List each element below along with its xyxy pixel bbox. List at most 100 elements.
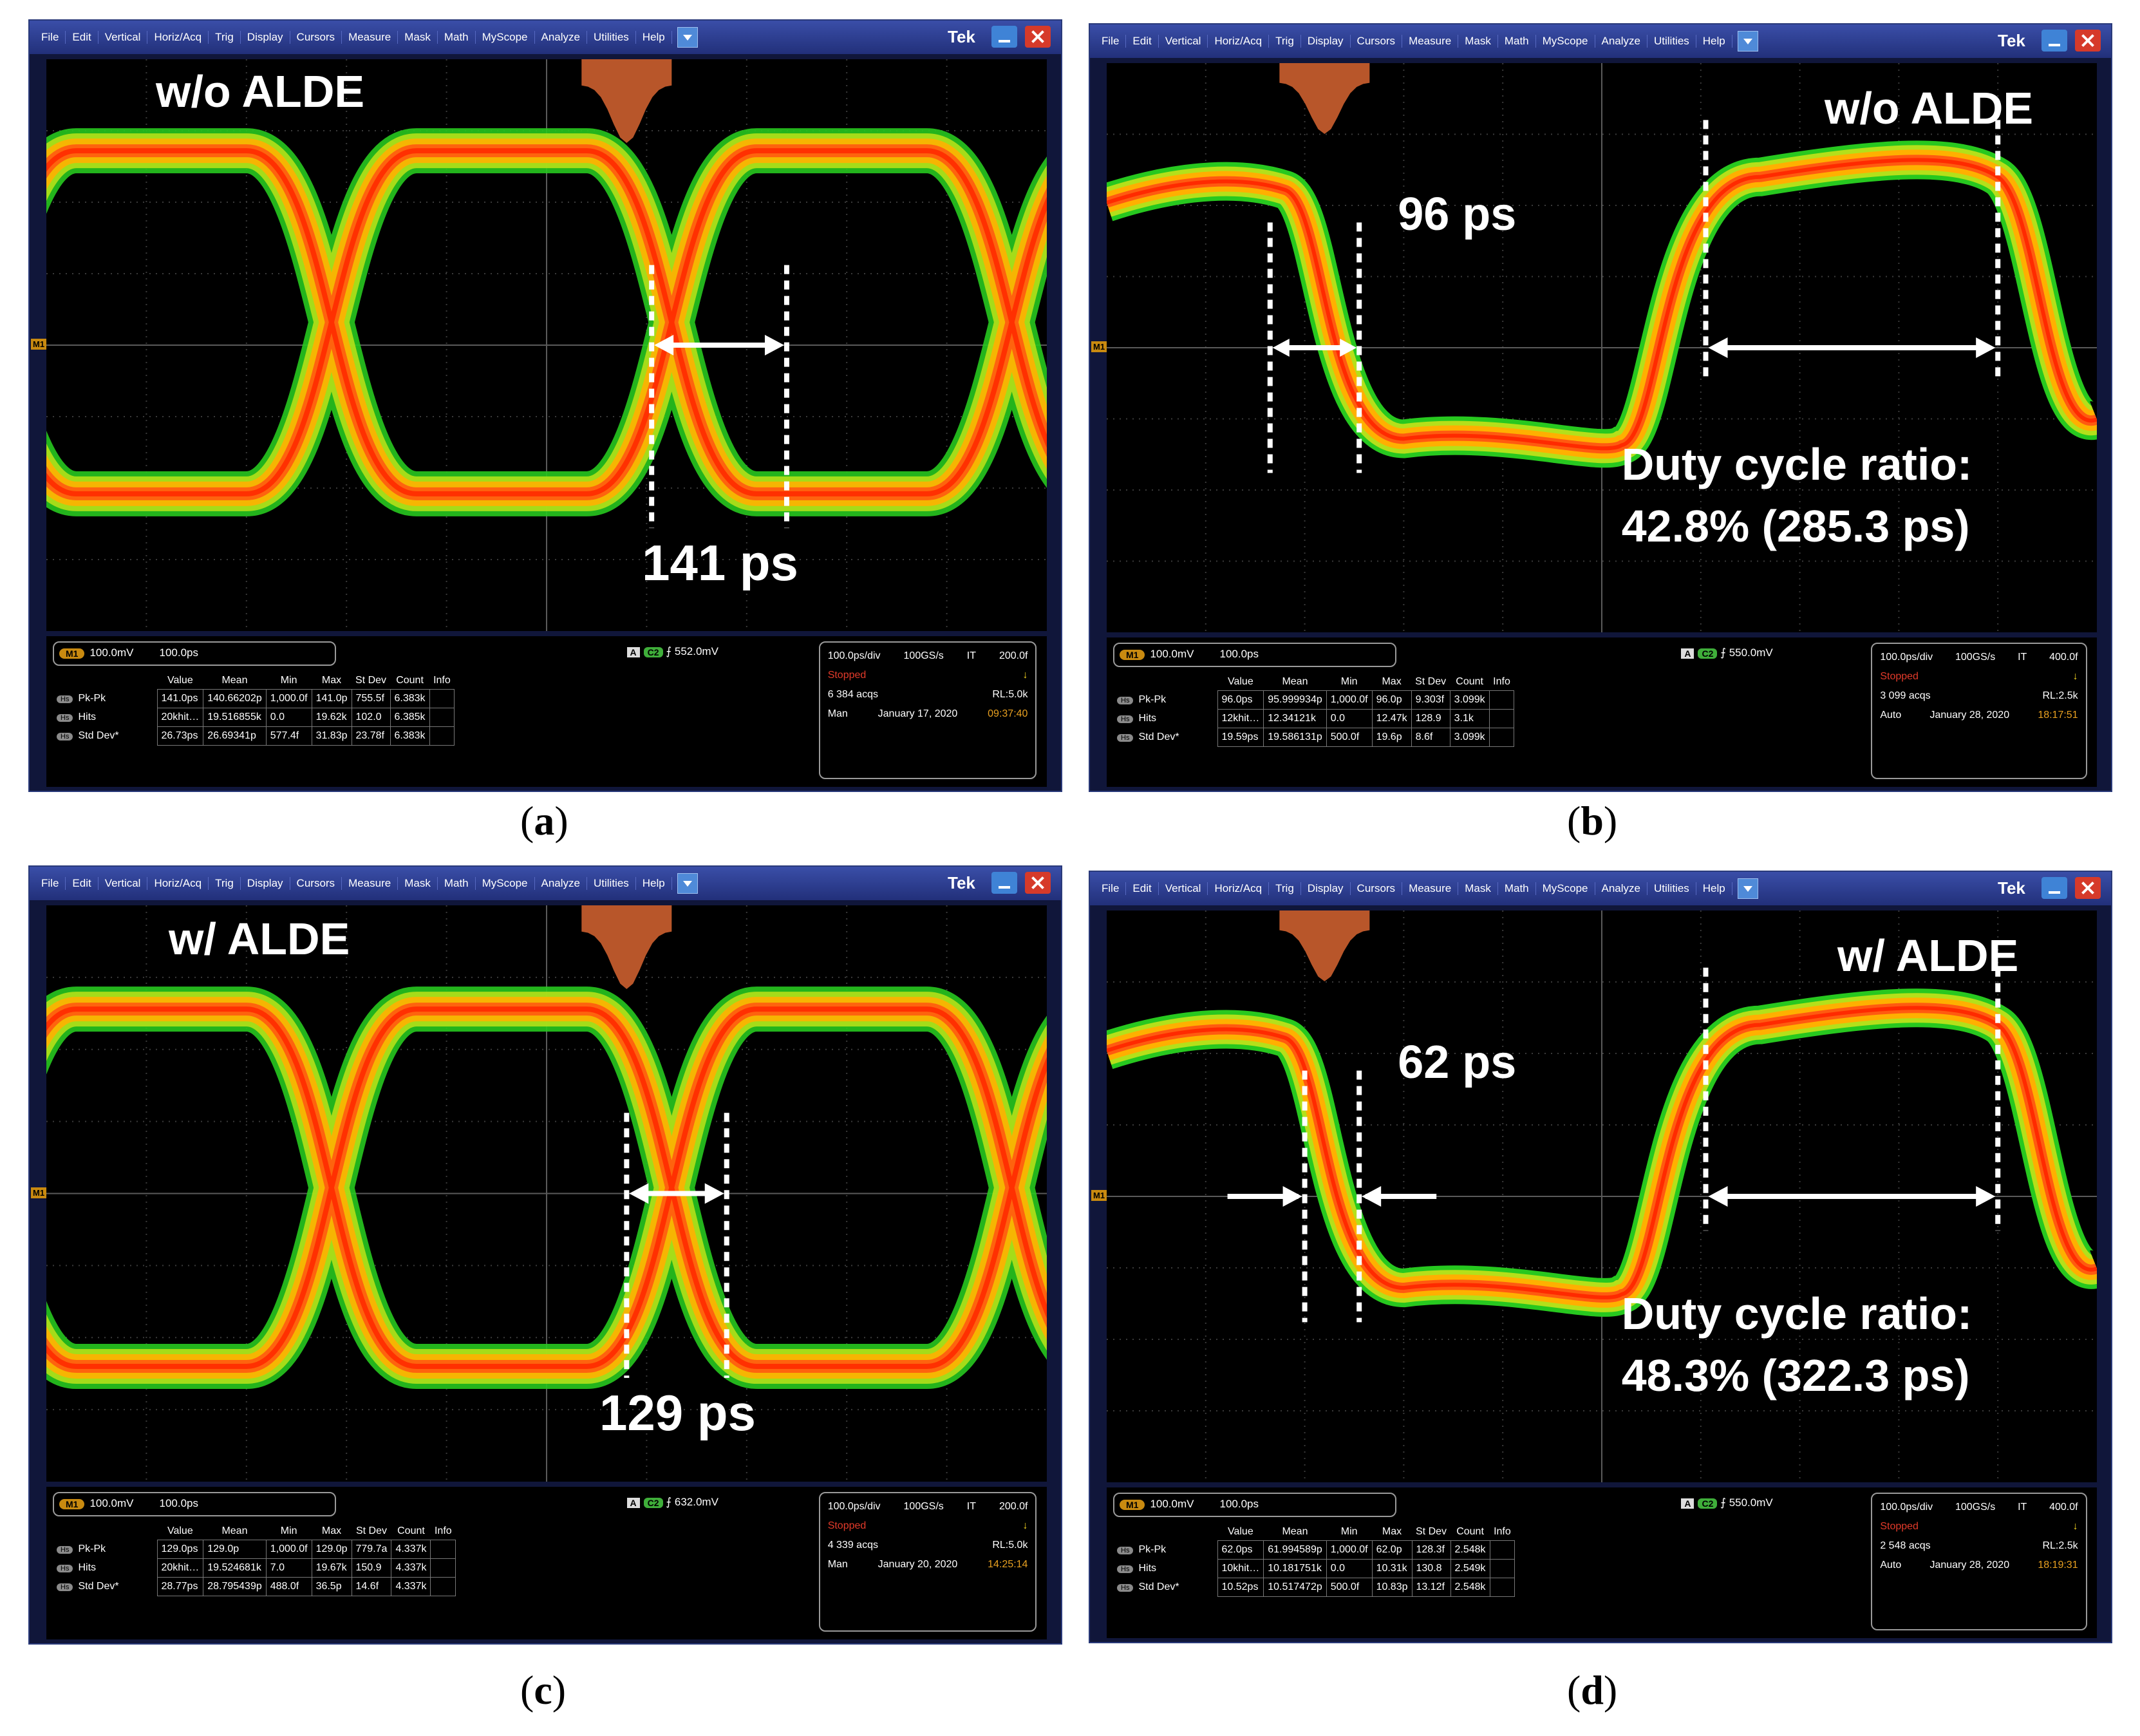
menu-dropdown-icon[interactable]	[1737, 31, 1758, 52]
menu-dropdown-icon[interactable]	[677, 873, 698, 894]
menu-item-math[interactable]: Math	[438, 877, 476, 890]
table-row[interactable]: Hs Pk-Pk 141.0ps 140.66202p 1,000.0f 141.0p 75…	[53, 689, 455, 708]
menu-item-analyze[interactable]: Analyze	[1595, 882, 1647, 895]
measurement-table[interactable]: Value Mean Min Max St Dev Count Info Hs Pk-Pk 62.…	[1113, 1524, 1516, 1597]
menu-item-measure[interactable]: Measure	[342, 877, 399, 890]
menu-item-file[interactable]: File	[35, 877, 66, 890]
acquisition-box[interactable]: 100.0ps/div 100GS/s IT 400.0f Stopped ↓ 2 548 …	[1871, 1493, 2087, 1630]
acquisition-box[interactable]: 100.0ps/div 100GS/s IT 200.0f Stopped ↓ 6 384 …	[818, 641, 1037, 779]
menu-item-myscope[interactable]: MyScope	[476, 877, 535, 890]
menu-item-measure[interactable]: Measure	[1402, 35, 1459, 48]
trace-m1-marker[interactable]: M1	[1091, 1190, 1107, 1201]
menu-item-mask[interactable]: Mask	[398, 31, 438, 44]
close-button[interactable]	[2075, 30, 2101, 52]
waveform-display[interactable]: 96 ps Duty cycle ratio: 42.8% (285.3 ps) w/…	[1107, 63, 2097, 632]
trace-m1-marker[interactable]: M1	[31, 339, 47, 350]
menu-item-vertical[interactable]: Vertical	[1159, 882, 1208, 895]
menu-item-help[interactable]: Help	[636, 877, 672, 890]
menu-item-horizacq[interactable]: Horiz/Acq	[147, 31, 209, 44]
menu-item-file[interactable]: File	[1095, 882, 1127, 895]
menu-item-display[interactable]: Display	[241, 31, 290, 44]
menu-item-help[interactable]: Help	[636, 31, 672, 44]
menu-item-edit[interactable]: Edit	[66, 31, 99, 44]
waveform-display[interactable]: 141 ps w/o ALDE	[46, 59, 1047, 631]
menu-item-trig[interactable]: Trig	[209, 31, 241, 44]
menu-item-utilities[interactable]: Utilities	[1647, 35, 1696, 48]
close-button[interactable]	[2075, 877, 2101, 899]
menu-item-analyze[interactable]: Analyze	[1595, 35, 1647, 48]
menu-item-cursors[interactable]: Cursors	[290, 877, 343, 890]
menu-item-mask[interactable]: Mask	[1458, 882, 1498, 895]
table-row[interactable]: Hs Hits 12khit… 12.34121k 0.0 12.47k 128.9 3.1k	[1113, 709, 1515, 728]
menu-item-edit[interactable]: Edit	[1126, 882, 1159, 895]
close-button[interactable]	[1025, 872, 1051, 894]
table-row[interactable]: Hs Hits 20khit… 19.524681k 7.0 19.67k 150.9 4.3…	[53, 1558, 456, 1578]
trace-m1-marker[interactable]: M1	[1091, 341, 1107, 352]
menu-item-help[interactable]: Help	[1696, 882, 1732, 895]
measurement-table[interactable]: Value Mean Min Max St Dev Count Info Hs Pk-Pk 96.…	[1113, 674, 1515, 747]
trigger-box[interactable]: A C2 ⨍ 632.0mV	[622, 1492, 789, 1516]
table-row[interactable]: Hs Pk-Pk 129.0ps 129.0p 1,000.0f 129.0p 779.7a…	[53, 1540, 456, 1559]
table-row[interactable]: Hs Std Dev* 19.59ps 19.586131p 500.0f 19.6p 8.…	[1113, 728, 1515, 747]
menu-item-mask[interactable]: Mask	[398, 877, 438, 890]
trigger-box[interactable]: A C2 ⨍ 552.0mV	[622, 641, 789, 666]
trigger-box[interactable]: A C2 ⨍ 550.0mV	[1676, 643, 1843, 667]
waveform-display[interactable]: 62 ps Duty cycle ratio: 48.3% (322.3 ps) w/…	[1107, 910, 2097, 1482]
m1-scale-box[interactable]: M1 100.0mV 100.0ps	[1113, 643, 1396, 667]
table-row[interactable]: Hs Pk-Pk 96.0ps 95.999934p 1,000.0f 96.0p 9.30…	[1113, 690, 1515, 710]
menu-item-analyze[interactable]: Analyze	[535, 877, 587, 890]
menu-item-cursors[interactable]: Cursors	[1351, 35, 1403, 48]
table-row[interactable]: Hs Pk-Pk 62.0ps 61.994589p 1,000.0f 62.0p 128.…	[1113, 1540, 1516, 1560]
measurement-table[interactable]: Value Mean Min Max St Dev Count Info Hs Pk-Pk 141…	[53, 672, 455, 746]
menu-item-myscope[interactable]: MyScope	[1536, 35, 1595, 48]
menu-item-vertical[interactable]: Vertical	[99, 31, 148, 44]
menu-item-horizacq[interactable]: Horiz/Acq	[1208, 35, 1270, 48]
menu-item-utilities[interactable]: Utilities	[1647, 882, 1696, 895]
table-row[interactable]: Hs Hits 20khit… 19.516855k 0.0 19.62k 102.0 6.3…	[53, 708, 455, 727]
menu-item-display[interactable]: Display	[1301, 882, 1351, 895]
menu-item-utilities[interactable]: Utilities	[587, 31, 636, 44]
menu-item-file[interactable]: File	[35, 31, 66, 44]
menu-item-myscope[interactable]: MyScope	[1536, 882, 1595, 895]
m1-scale-box[interactable]: M1 100.0mV 100.0ps	[1113, 1493, 1396, 1517]
waveform-display[interactable]: 129 ps w/ ALDE	[46, 905, 1047, 1482]
m1-scale-box[interactable]: M1 100.0mV 100.0ps	[53, 641, 336, 666]
menu-item-math[interactable]: Math	[1498, 882, 1536, 895]
menu-item-measure[interactable]: Measure	[342, 31, 399, 44]
menu-dropdown-icon[interactable]	[677, 27, 698, 48]
menu-item-cursors[interactable]: Cursors	[1351, 882, 1403, 895]
trigger-box[interactable]: A C2 ⨍ 550.0mV	[1676, 1493, 1843, 1517]
menu-item-trig[interactable]: Trig	[1269, 882, 1301, 895]
table-row[interactable]: Hs Std Dev* 26.73ps 26.69341p 577.4f 31.83p 23…	[53, 726, 455, 746]
menu-item-trig[interactable]: Trig	[209, 877, 241, 890]
menu-dropdown-icon[interactable]	[1737, 878, 1758, 899]
table-row[interactable]: Hs Hits 10khit… 10.181751k 0.0 10.31k 130.8 2.5…	[1113, 1559, 1516, 1578]
minimize-button[interactable]	[991, 26, 1017, 48]
menu-item-mask[interactable]: Mask	[1458, 35, 1498, 48]
menu-item-utilities[interactable]: Utilities	[587, 877, 636, 890]
menu-item-display[interactable]: Display	[241, 877, 290, 890]
acquisition-box[interactable]: 100.0ps/div 100GS/s IT 400.0f Stopped ↓ 3 099 …	[1871, 643, 2087, 779]
minimize-button[interactable]	[2041, 877, 2067, 899]
menu-item-measure[interactable]: Measure	[1402, 882, 1459, 895]
menu-item-horizacq[interactable]: Horiz/Acq	[1208, 882, 1270, 895]
table-row[interactable]: Hs Std Dev* 10.52ps 10.517472p 500.0f 10.83p 1…	[1113, 1578, 1516, 1597]
measurement-table[interactable]: Value Mean Min Max St Dev Count Info Hs Pk-Pk 129…	[53, 1523, 456, 1596]
menu-item-math[interactable]: Math	[438, 31, 476, 44]
table-row[interactable]: Hs Std Dev* 28.77ps 28.795439p 488.0f 36.5p 14…	[53, 1577, 456, 1596]
close-button[interactable]	[1025, 26, 1051, 48]
menu-item-edit[interactable]: Edit	[66, 877, 99, 890]
trace-m1-marker[interactable]: M1	[31, 1187, 47, 1198]
acquisition-box[interactable]: 100.0ps/div 100GS/s IT 200.0f Stopped ↓ 4 339 …	[818, 1492, 1037, 1632]
m1-scale-box[interactable]: M1 100.0mV 100.0ps	[53, 1492, 336, 1516]
menu-item-math[interactable]: Math	[1498, 35, 1536, 48]
menu-item-myscope[interactable]: MyScope	[476, 31, 535, 44]
menu-item-file[interactable]: File	[1095, 35, 1127, 48]
menu-item-display[interactable]: Display	[1301, 35, 1351, 48]
menu-item-vertical[interactable]: Vertical	[99, 877, 148, 890]
menu-item-help[interactable]: Help	[1696, 35, 1732, 48]
menu-item-horizacq[interactable]: Horiz/Acq	[147, 877, 209, 890]
minimize-button[interactable]	[2041, 30, 2067, 52]
menu-item-vertical[interactable]: Vertical	[1159, 35, 1208, 48]
minimize-button[interactable]	[991, 872, 1017, 894]
